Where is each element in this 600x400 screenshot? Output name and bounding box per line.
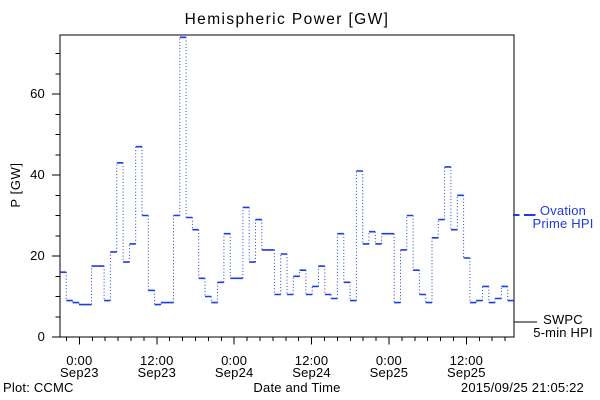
x-tick-date: Sep23: [60, 365, 99, 380]
x-tick-date: Sep25: [447, 365, 486, 380]
x-tick-time: 0:00: [375, 353, 402, 368]
x-tick-label: 0:00 Sep24: [202, 353, 266, 380]
x-tick-date: Sep23: [137, 365, 177, 380]
x-tick-date: Sep24: [214, 365, 254, 380]
plot-timestamp: 2015/09/25 21:05:22: [460, 380, 584, 395]
ovation-series-steps: [60, 36, 514, 306]
chart-title: Hemispheric Power [GW]: [184, 11, 390, 28]
x-tick-time: 12:00: [294, 353, 329, 368]
x-tick-label: 12:00 Sep25: [434, 353, 498, 380]
x-tick-time: 0:00: [221, 353, 248, 368]
y-tick-label: 60: [30, 86, 45, 101]
x-axis-label: Date and Time: [253, 380, 341, 395]
legend-entry-line: Prime HPI: [532, 215, 594, 231]
y-tick-label: 40: [30, 167, 45, 182]
legend-entry-line: 5-min HPI: [533, 324, 593, 340]
x-tick-label: 0:00 Sep23: [47, 353, 111, 380]
x-tick-time: 0:00: [66, 353, 93, 368]
plot-frame: [59, 34, 515, 338]
x-tick-label: 0:00 Sep25: [357, 353, 421, 380]
x-tick-time: 12:00: [449, 353, 484, 368]
ovation-series-connectors: [65, 37, 509, 305]
y-tick-label: 0: [37, 329, 45, 344]
y-axis-label: P [GW]: [8, 162, 23, 208]
x-tick-time: 12:00: [139, 353, 174, 368]
legend-ovation-prime-hpi: Ovation Prime HPI: [524, 203, 600, 231]
x-tick-date: Sep25: [369, 365, 409, 380]
y-tick-label: 20: [30, 248, 45, 263]
x-tick-label: 12:00 Sep24: [280, 353, 344, 380]
legend-entry-line: SWPC: [543, 312, 583, 327]
x-tick-date: Sep24: [292, 365, 331, 380]
legend-swpc-5min-hpi: SWPC 5-min HPI: [524, 312, 600, 340]
x-tick-label: 12:00 Sep23: [125, 353, 189, 380]
plot-credit: Plot: CCMC: [3, 380, 74, 395]
legend-entry-line: Ovation: [539, 203, 587, 218]
